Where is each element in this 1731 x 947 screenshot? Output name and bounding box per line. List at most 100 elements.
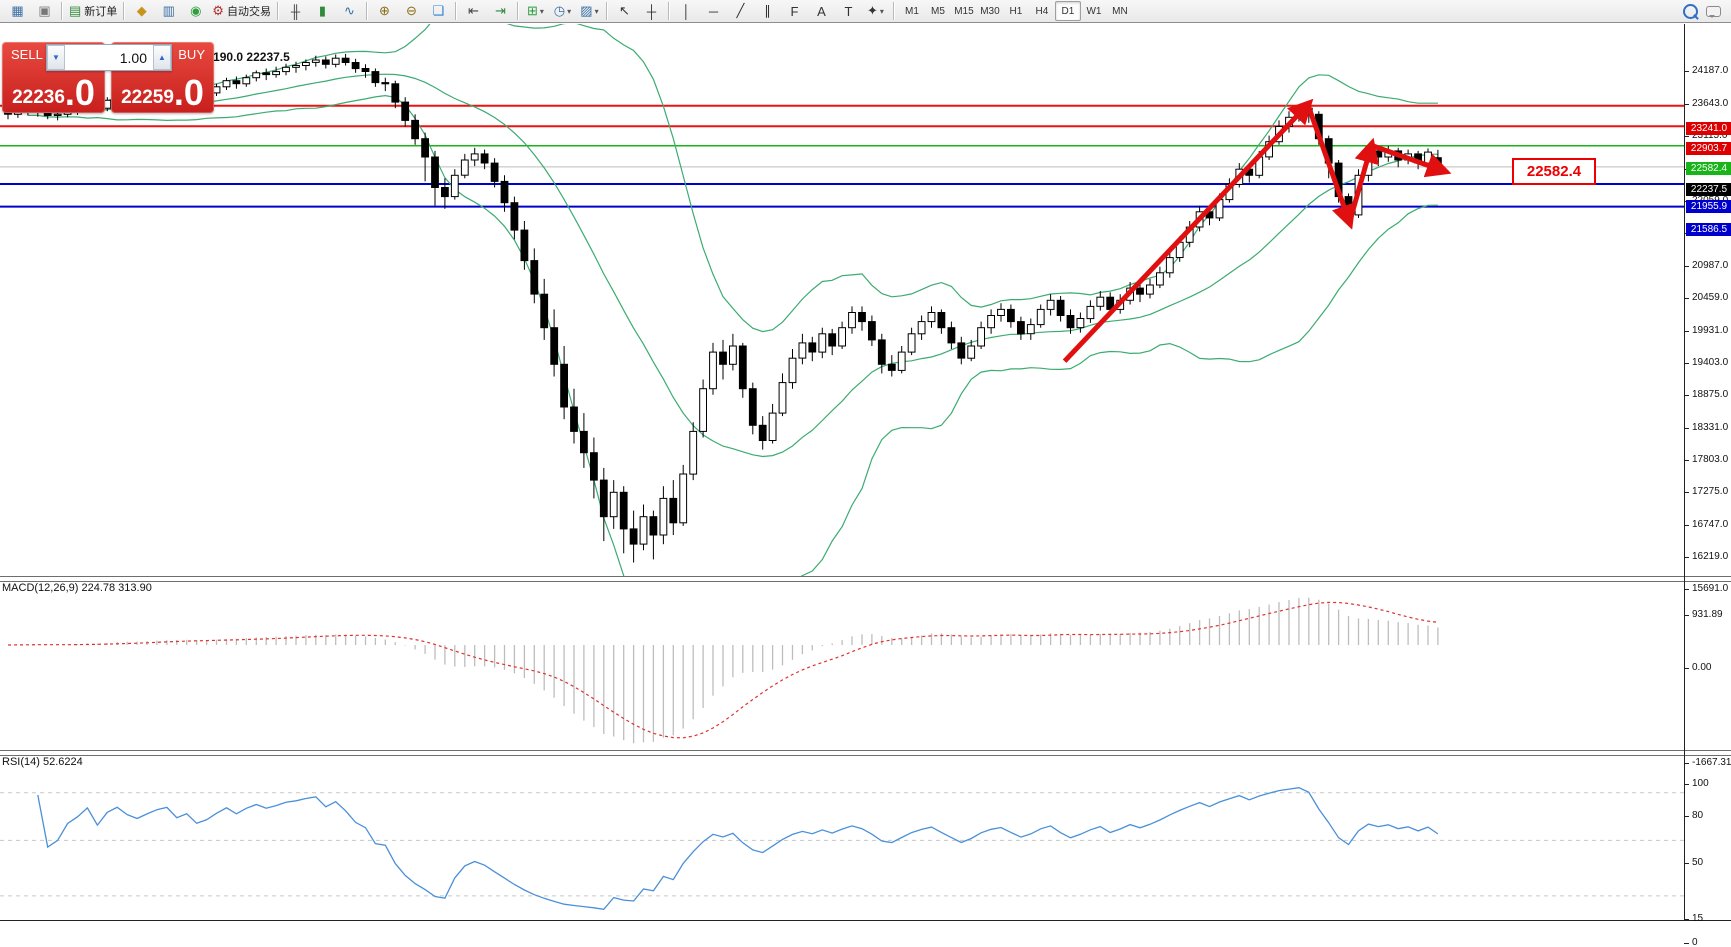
market-watch-button[interactable]: ◆: [128, 0, 155, 22]
axis-tick: [1684, 460, 1689, 462]
autotrading-button[interactable]: ⚙ 自动交易: [209, 0, 274, 22]
volume-increase-button[interactable]: ▲: [153, 45, 171, 70]
price-tick-label: 23115.0: [1692, 130, 1728, 142]
text-label-icon: T: [844, 3, 853, 19]
axis-tick: [1684, 668, 1689, 669]
price-badge-22903.7: 22903.7: [1686, 142, 1731, 156]
bollinger-lower: [27, 94, 1438, 576]
rsi-tick-label: 100: [1692, 778, 1709, 789]
search-icon[interactable]: [1683, 3, 1698, 19]
macd-indicator: [7, 597, 1439, 744]
price-tick-label: 16747.0: [1692, 518, 1729, 530]
price-tick-label: 19403.0: [1692, 356, 1729, 368]
timeframe-h1[interactable]: H1: [1009, 5, 1023, 17]
chat-icon[interactable]: [1706, 5, 1721, 18]
text-button[interactable]: A: [808, 0, 835, 22]
trendline-button[interactable]: ╱: [727, 0, 754, 22]
new-order-icon: ▤: [69, 3, 82, 18]
timeframe-h4[interactable]: H4: [1035, 5, 1049, 17]
horizontal-line-icon: ─: [708, 3, 719, 19]
bollinger-upper: [27, 24, 1438, 333]
cursor-button[interactable]: ↖: [611, 0, 638, 22]
axis-tick: [1684, 942, 1689, 944]
indicators-icon: ⊞: [526, 3, 538, 18]
chart-canvas: [0, 23, 1731, 943]
price-tick-label: 23643.0: [1692, 98, 1729, 110]
line-chart-button[interactable]: ∿: [336, 0, 363, 22]
crosshair-icon: ┼: [646, 3, 657, 19]
price-tick-label: 20987.0: [1692, 260, 1729, 272]
macd-signal-line: [7, 601, 1438, 739]
horizontal-line-button[interactable]: ─: [700, 0, 727, 22]
chart-plot-area[interactable]: ▴ JPN225-,Daily 22387.5 22517.5 22190.0 …: [0, 23, 1731, 947]
price-badge-22582.4: 22582.4: [1686, 161, 1731, 175]
price-tick-label: 18875.0: [1692, 388, 1729, 400]
axis-tick: [1684, 298, 1689, 300]
auto-scroll-button[interactable]: ⇥: [487, 0, 514, 22]
signals-button[interactable]: ◉: [182, 0, 209, 22]
timeframe-m30[interactable]: M30: [980, 5, 1000, 17]
axis-tick: [1684, 614, 1689, 616]
terminal-button[interactable]: ▥: [155, 0, 182, 22]
timeframe-d1[interactable]: D1: [1054, 1, 1081, 21]
timeframe-mn[interactable]: MN: [1112, 5, 1128, 17]
vertical-line-button[interactable]: │: [673, 0, 700, 22]
candle-chart-button[interactable]: ▮: [309, 0, 336, 22]
axis-tick: [1684, 492, 1689, 494]
market-watch-icon: ◆: [136, 3, 147, 18]
templates-button[interactable]: ▨ ▾: [576, 0, 603, 22]
channel-icon: ∥: [764, 3, 771, 18]
one-click-trading-panel: SELL 22236.0 BUY 22259.0 ▼ 1.00 ▲: [2, 42, 214, 113]
profiles-button[interactable]: ▣: [31, 0, 58, 22]
rsi-tick-label: 0: [1692, 936, 1698, 947]
timeframe-m5[interactable]: M5: [931, 5, 945, 17]
arrows-icon: ✦: [866, 3, 878, 18]
bar-chart-button[interactable]: ╫: [282, 0, 309, 22]
panel-divider-rsi[interactable]: [0, 750, 1731, 756]
terminal-icon: ▥: [162, 3, 175, 18]
channel-button[interactable]: ∥: [754, 0, 781, 22]
toolbar-separator: [892, 2, 895, 20]
toolbar-buttons: ▦ ▣ ▤ 新订单 ◆ ▥ ◉ ⚙ 自动交易 ╫ ▮ ∿ ⊕ ⊖ ❏ ⇤ ⇥ ⊞ ▾ ◷ ▾ ▨ ▾ ↖ ┼ │ ─ ╱ ∥ F A T ✦ ▾: [4, 0, 889, 22]
price-tick-label: 15691.0: [1692, 583, 1729, 595]
new-order-button[interactable]: ▤ 新订单: [66, 0, 120, 22]
price-annotation-box[interactable]: 22582.4: [1512, 158, 1596, 185]
price-tick-label: 16219.0: [1692, 550, 1729, 562]
volume-input[interactable]: 1.00: [119, 49, 147, 66]
panel-divider-macd[interactable]: [0, 576, 1731, 582]
text-label-button[interactable]: T: [835, 0, 862, 22]
arrows-button[interactable]: ✦ ▾: [862, 0, 889, 22]
zoom-out-icon: ⊖: [406, 3, 417, 18]
rsi-tick-label: 50: [1692, 857, 1704, 869]
zoom-in-button[interactable]: ⊕: [371, 0, 398, 22]
volume-decrease-button[interactable]: ▼: [47, 45, 65, 70]
buy-label: BUY: [178, 47, 205, 62]
toolbar-separator: [605, 2, 608, 20]
new-order-button-label: 新订单: [84, 6, 118, 18]
axis-tick: [1684, 918, 1689, 920]
timeframe-m1[interactable]: M1: [905, 5, 919, 17]
autotrading-icon: ⚙: [212, 3, 224, 18]
axis-tick: [1684, 815, 1689, 817]
sell-label: SELL: [11, 47, 43, 62]
new-chart-button[interactable]: ▦: [4, 0, 31, 22]
chart-shift-button[interactable]: ⇤: [460, 0, 487, 22]
volume-box: ▼ 1.00 ▲: [46, 44, 172, 71]
fibonacci-button[interactable]: F: [781, 0, 808, 22]
zoom-out-button[interactable]: ⊖: [398, 0, 425, 22]
toolbar-separator: [365, 2, 368, 20]
axis-tick: [1684, 266, 1689, 268]
bar-chart-icon: ╫: [290, 3, 301, 19]
tile-windows-button[interactable]: ❏: [425, 0, 452, 22]
toolbar: ▦ ▣ ▤ 新订单 ◆ ▥ ◉ ⚙ 自动交易 ╫ ▮ ∿ ⊕ ⊖ ❏ ⇤ ⇥ ⊞ ▾ ◷ ▾ ▨ ▾ ↖ ┼ │ ─ ╱ ∥ F A T ✦ ▾ …: [0, 0, 1731, 23]
indicators-button[interactable]: ⊞ ▾: [522, 0, 549, 22]
timeframe-w1[interactable]: W1: [1086, 5, 1102, 17]
rsi-label: RSI(14) 52.6224: [2, 756, 83, 768]
auto-scroll-icon: ⇥: [495, 3, 506, 18]
toolbar-separator: [61, 2, 63, 20]
candles-layer: [4, 53, 1442, 563]
timeframe-m15[interactable]: M15: [954, 5, 974, 17]
crosshair-button[interactable]: ┼: [638, 0, 665, 22]
periods-button[interactable]: ◷ ▾: [549, 0, 576, 22]
